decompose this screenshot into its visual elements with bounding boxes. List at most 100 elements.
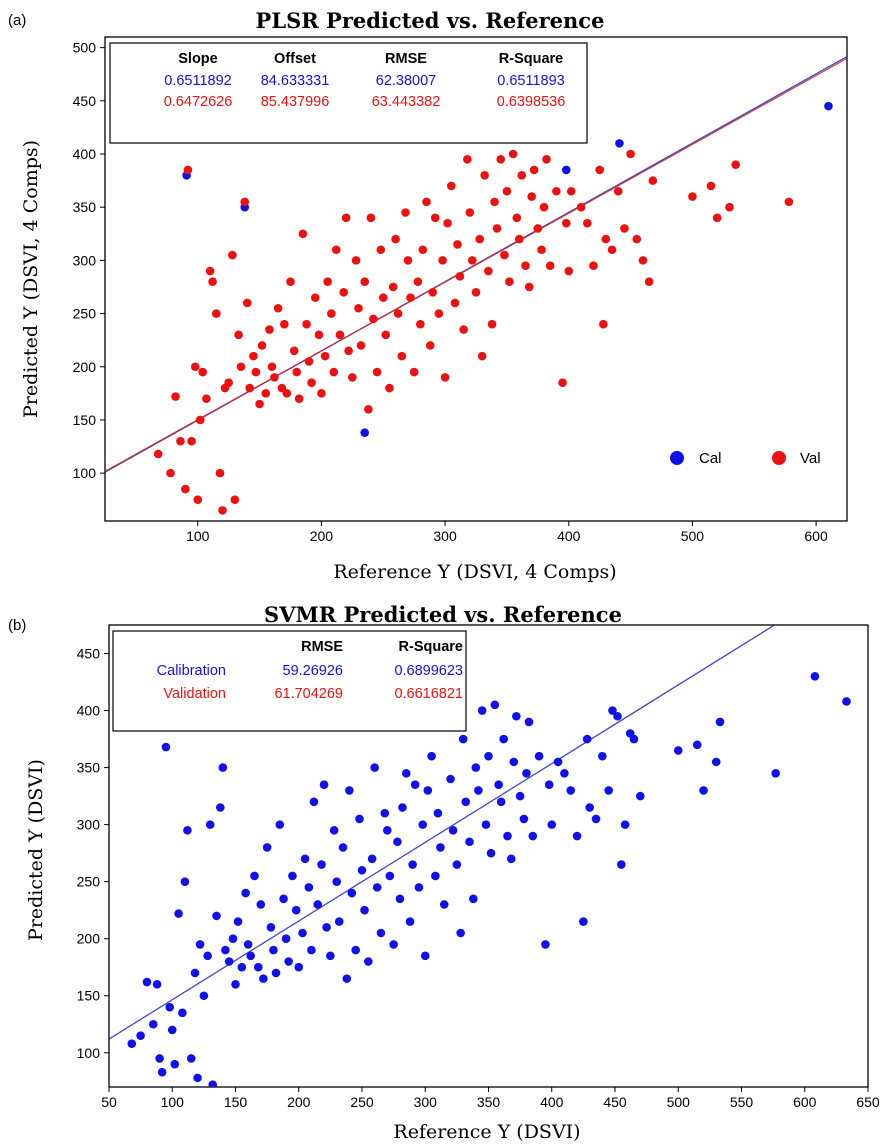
stats-header: R-Square [499,51,563,67]
legend-marker-val [772,451,786,465]
x-tick-label: 150 [224,1094,248,1110]
x-axis-title: Reference Y (DSVI) [393,1121,580,1143]
x-tick-label: 250 [350,1094,374,1110]
y-tick-label: 400 [73,146,97,162]
data-point [389,940,398,949]
data-point [410,780,420,790]
data-point [416,319,425,329]
data-point [521,261,530,271]
data-point [505,277,514,286]
data-point [178,1008,187,1018]
stats-cell: 0.6899623 [394,663,463,679]
data-point [469,894,478,904]
data-point [339,287,348,297]
data-point [438,256,447,265]
data-point [528,831,538,841]
data-point [286,277,295,286]
data-point [249,351,258,361]
data-point [810,672,820,681]
data-point [369,314,378,324]
data-point [203,951,212,961]
data-point [280,319,289,329]
data-point [364,405,373,414]
data-point [273,303,283,313]
y-tick-label: 300 [73,252,97,268]
data-point [427,751,436,761]
data-point [423,786,433,795]
y-tick-label: 400 [77,703,101,719]
data-point [218,506,227,515]
data-point [648,176,658,185]
data-point [484,751,493,761]
x-axis-title: Reference Y (DSVI, 4 Comps) [333,561,616,583]
data-point [579,917,588,926]
data-point [360,905,369,915]
data-point [490,700,500,710]
data-point [282,389,292,398]
data-point [181,484,190,494]
stats-header: Offset [274,51,316,67]
data-point [261,389,271,398]
data-point [401,208,410,217]
y-tick-label: 200 [77,931,101,947]
data-point [345,786,354,795]
data-point [599,319,608,329]
data-point [205,266,215,276]
data-point [221,945,230,955]
data-point [496,155,506,164]
series-val [153,149,794,515]
stats-table: RMSE R-Square Calibration 59.26926 0.6899623… [112,630,467,732]
data-point [190,362,200,372]
data-point [127,1039,137,1048]
data-point [228,250,237,260]
data-point [195,415,205,425]
data-point [433,808,443,818]
data-point [524,282,534,292]
data-point [155,1054,164,1063]
data-point [522,768,531,778]
data-point [481,820,491,829]
y-tick-label: 150 [77,988,101,1004]
data-point [601,234,611,244]
data-point [366,213,376,223]
data-point [459,325,468,334]
data-point [842,697,851,706]
data-point [448,826,458,835]
data-point [351,256,361,265]
data-point [480,170,489,180]
x-tick-label: 600 [804,528,828,544]
data-point [583,218,592,228]
data-point [255,399,264,409]
data-point [341,213,351,223]
data-point [364,957,373,966]
x-tick-label: 450 [603,1094,627,1110]
data-point [545,261,555,271]
data-point [393,837,402,847]
data-point [436,843,445,852]
data-point [771,768,780,778]
data-point [725,202,734,212]
data-point [405,917,415,926]
data-point [529,165,539,175]
data-point [292,367,301,377]
data-point [506,854,516,864]
y-tick-label: 200 [73,359,97,375]
data-point [153,449,163,459]
data-point [547,820,557,829]
data-point [289,346,299,356]
data-point [317,389,326,398]
data-point [351,945,360,955]
data-point [279,894,288,904]
y-axis-title: Predicted Y (DSVI, 4 Comps) [20,140,42,418]
y-axis-title: Predicted Y (DSVI) [25,759,47,941]
data-point [323,277,332,286]
data-point [224,957,234,966]
data-point [334,917,344,926]
x-tick-label: 100 [186,528,210,544]
data-point [534,751,544,761]
data-point [317,860,326,869]
data-point [477,706,487,715]
stats-cell: 0.6472626 [164,94,233,110]
data-point [165,1002,175,1012]
